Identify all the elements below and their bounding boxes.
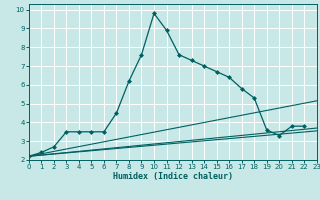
X-axis label: Humidex (Indice chaleur): Humidex (Indice chaleur) bbox=[113, 172, 233, 181]
